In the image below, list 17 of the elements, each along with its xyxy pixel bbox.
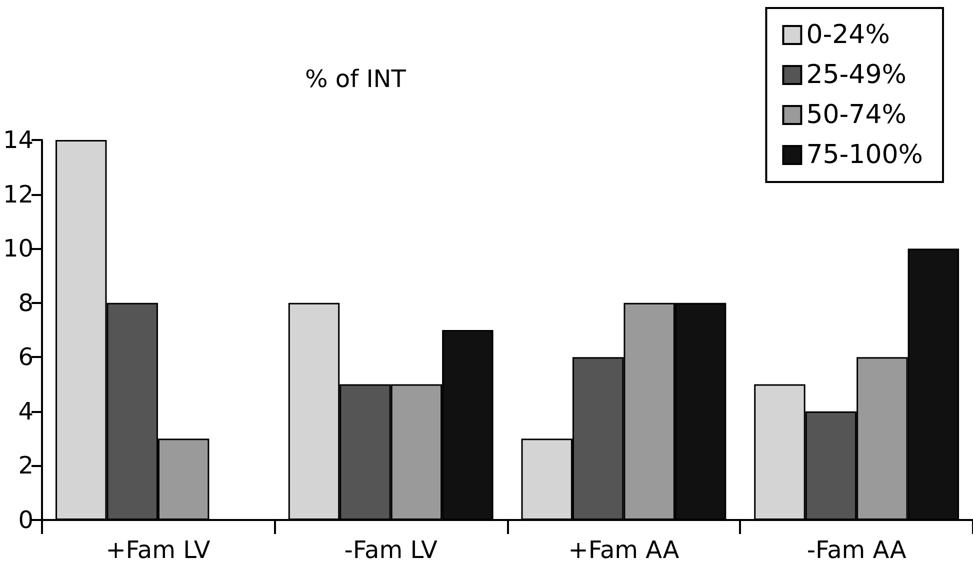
legend-label: 0-24% — [806, 20, 890, 50]
y-tick-label: 14 — [2, 126, 34, 154]
y-tick-label: 6 — [18, 343, 34, 372]
y-tick-label: 0 — [18, 506, 34, 534]
x-tick-label: -Fam LV — [344, 536, 438, 564]
x-tick-label: +Fam AA — [568, 536, 680, 564]
x-tick-label: -Fam AA — [806, 536, 907, 564]
chart-title: % of INT — [305, 65, 406, 93]
legend-label: 25-49% — [806, 60, 906, 90]
x-tick-label: +Fam LV — [106, 536, 211, 564]
legend-label: 75-100% — [806, 140, 923, 170]
y-tick-label: 10 — [2, 234, 34, 263]
legend-label: 50-74% — [806, 100, 906, 130]
y-tick-label: 8 — [18, 288, 34, 317]
y-tick-label: 2 — [18, 452, 34, 480]
y-tick-label: 4 — [18, 397, 34, 426]
y-tick-label: 12 — [2, 180, 34, 208]
